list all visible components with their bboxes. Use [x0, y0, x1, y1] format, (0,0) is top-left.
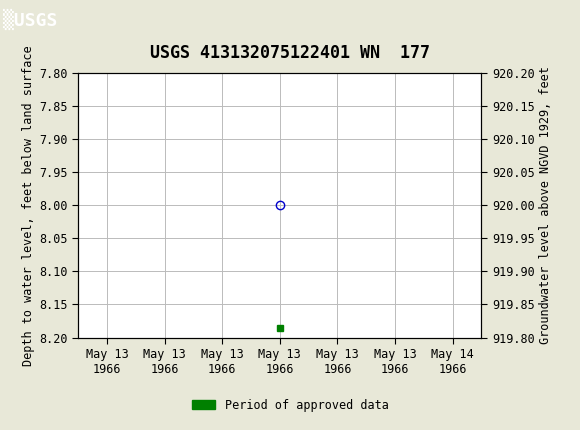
Y-axis label: Depth to water level, feet below land surface: Depth to water level, feet below land su… [22, 45, 35, 366]
Text: ▒USGS: ▒USGS [3, 9, 57, 31]
Y-axis label: Groundwater level above NGVD 1929, feet: Groundwater level above NGVD 1929, feet [539, 66, 552, 344]
Text: USGS 413132075122401 WN  177: USGS 413132075122401 WN 177 [150, 44, 430, 62]
Legend: Period of approved data: Period of approved data [187, 394, 393, 416]
